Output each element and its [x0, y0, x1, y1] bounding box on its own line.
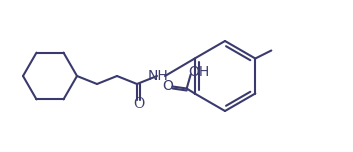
Text: NH: NH [148, 69, 168, 83]
Text: OH: OH [188, 64, 209, 78]
Text: O: O [133, 97, 145, 111]
Text: O: O [162, 79, 173, 93]
